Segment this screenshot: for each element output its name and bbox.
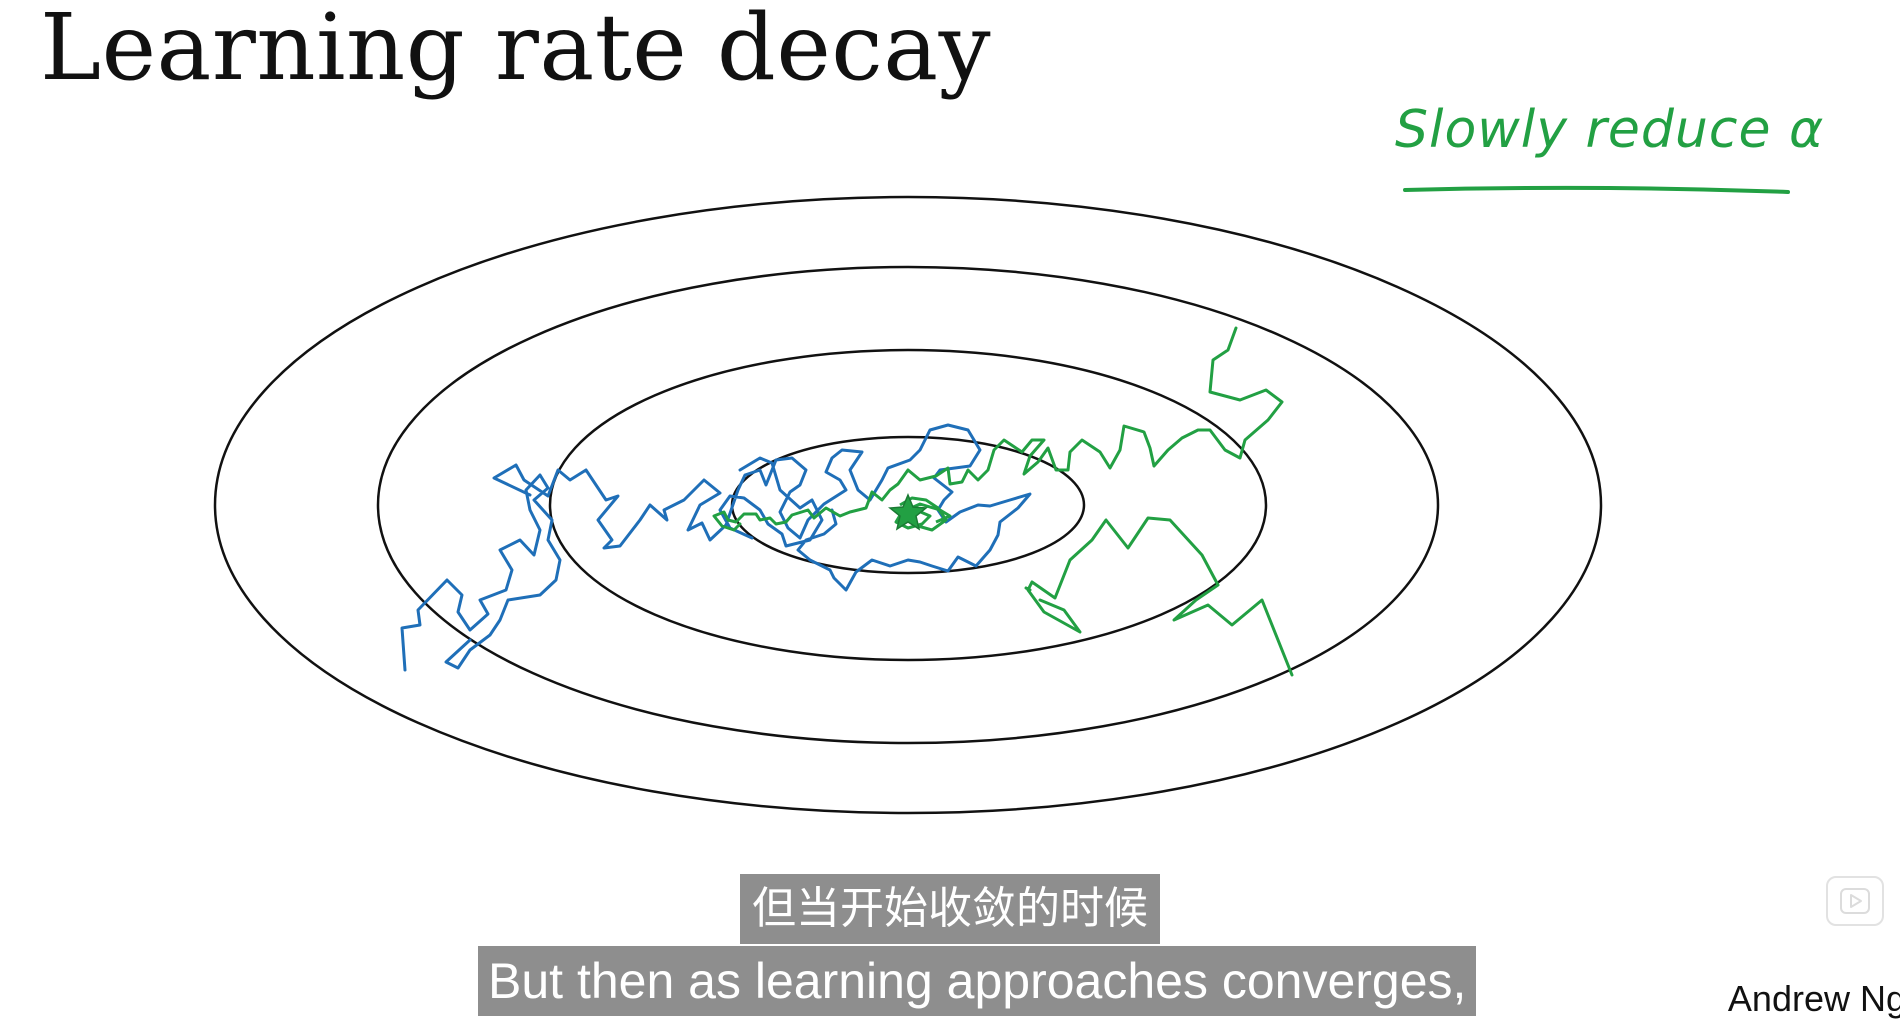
contour-ellipse-second (376, 265, 1440, 745)
slide-title: Learning rate decay (40, 0, 992, 101)
english-subtitle: But then as learning approaches converge… (478, 946, 1477, 1016)
slowly-reduce-alpha-note: Slowly reduce α (1395, 100, 1825, 160)
contour-ellipse-outer (213, 195, 1603, 815)
chinese-subtitle: 但当开始收敛的时候 (740, 874, 1160, 944)
decayed-rate-path (712, 326, 1294, 677)
player-button[interactable] (1826, 876, 1884, 926)
fixed-rate-path (400, 423, 1032, 672)
contour-ellipse-third (548, 348, 1268, 662)
star-icon (888, 493, 928, 531)
author-credit: Andrew Ng (1727, 978, 1900, 1019)
green-minimum-cluster (894, 496, 952, 532)
play-icon (1840, 888, 1870, 914)
note-underline (1403, 185, 1790, 194)
